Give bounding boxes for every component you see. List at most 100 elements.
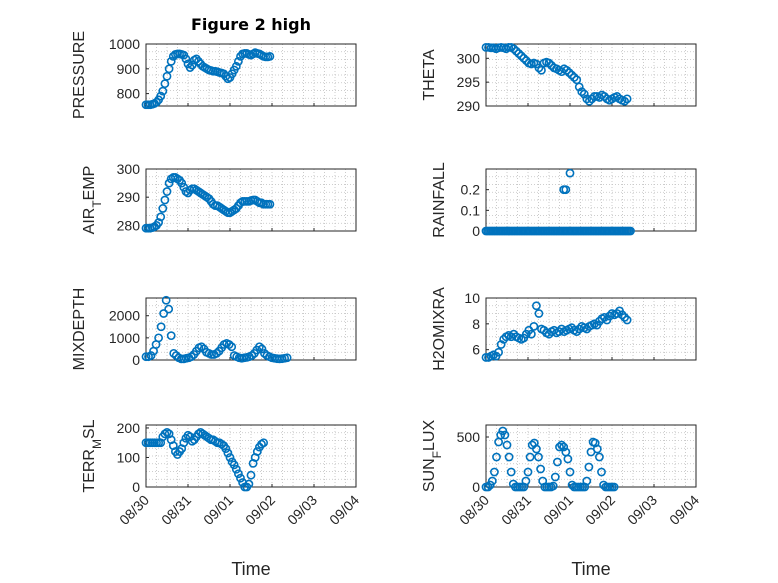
y-tick-label: 300: [457, 50, 481, 66]
data-point: [236, 473, 245, 483]
data-point: [500, 430, 510, 440]
data-point: [169, 348, 179, 358]
data-point: [177, 178, 187, 188]
data-point: [511, 46, 521, 56]
data-point: [526, 329, 536, 339]
data-point: [557, 440, 566, 450]
x-tick-label: 09/04: [666, 492, 702, 528]
y-tick-label: 290: [457, 98, 481, 114]
data-point: [257, 344, 267, 354]
y-tick-label: 0.2: [461, 182, 481, 198]
y-axis-label: PRESSURE: [71, 31, 88, 119]
y-tick-label: 8: [472, 316, 480, 332]
data-point: [160, 195, 170, 205]
data-point: [525, 452, 535, 462]
y-tick-label: 10: [464, 290, 480, 306]
y-axis-label: TERRMSL: [81, 419, 104, 492]
data-point: [187, 60, 197, 70]
data-point: [265, 52, 275, 61]
x-tick-label: 09/04: [326, 492, 362, 528]
x-tick-label: 09/03: [624, 492, 660, 528]
data-point: [582, 476, 592, 486]
x-tick-label: 09/03: [284, 492, 320, 528]
data-point: [247, 351, 257, 360]
data-point: [529, 322, 539, 331]
y-axis-label: AIRTEMP: [81, 166, 104, 235]
data-point: [544, 58, 554, 68]
data-point: [506, 467, 516, 477]
data-point: [158, 204, 168, 213]
y-tick-label: 300: [117, 161, 141, 177]
data-point: [186, 352, 196, 362]
data-point: [509, 44, 519, 54]
axes-frame: [145, 43, 357, 107]
data-point: [161, 295, 171, 305]
data-point: [534, 309, 544, 318]
y-tick-label: 100: [117, 449, 141, 465]
data-point: [179, 438, 189, 448]
data-point: [146, 351, 156, 360]
data-point: [265, 199, 275, 209]
x-axis-label: Time: [231, 559, 270, 579]
data-point: [622, 94, 632, 104]
data-point: [164, 304, 174, 314]
y-tick-label: 200: [117, 420, 141, 436]
data-point: [550, 472, 560, 482]
data-point: [514, 49, 524, 58]
subplot-rainfall: 0 0.1 0.2 RAINFALL: [431, 162, 697, 239]
subplot-h2omixra: 6 8 10 H2OMIXRA: [431, 287, 697, 371]
y-tick-label: 6: [472, 342, 480, 358]
data-point: [154, 218, 163, 227]
data-point: [553, 457, 562, 467]
y-axis-label: RAINFALL: [431, 162, 448, 238]
data-point: [162, 71, 172, 81]
data-point: [584, 96, 594, 106]
data-point: [197, 342, 206, 352]
data-point: [592, 444, 602, 454]
data-point: [152, 97, 161, 107]
y-tick-label: 0: [132, 479, 140, 495]
x-tick-label: 08/31: [498, 492, 534, 528]
subplot-theta: 290 295 300 THETA: [421, 42, 697, 114]
data-point: [489, 467, 499, 477]
axes-frame: [485, 297, 697, 361]
x-tick-label: 09/01: [540, 492, 576, 528]
subplot-terr-msl: 0 100 200 TERRMSL 08/30 08/31 09/01 09/02 09/03 0…: [81, 419, 362, 579]
data-point: [579, 89, 589, 99]
y-tick-label: 0: [472, 223, 480, 239]
data-point: [504, 452, 514, 462]
x-tick-label: 09/02: [242, 492, 278, 528]
data-point: [156, 212, 166, 222]
data-point: [536, 464, 545, 474]
data-point: [166, 56, 176, 66]
data-point: [212, 348, 221, 358]
data-point: [225, 453, 235, 462]
data-point: [494, 437, 503, 447]
data-point: [191, 54, 201, 64]
data-point: [564, 68, 574, 78]
x-tick-label: 09/02: [582, 492, 618, 528]
data-point: [563, 454, 573, 464]
data-point: [617, 310, 627, 320]
data-point: [574, 82, 584, 92]
y-tick-label: 800: [117, 86, 141, 102]
data-point: [487, 476, 497, 486]
y-tick-label: 0: [472, 479, 480, 495]
data-point: [523, 467, 533, 477]
data-point: [185, 63, 195, 72]
data-point: [229, 460, 239, 470]
y-axis-label: H2OMIXRA: [431, 287, 448, 371]
axes-frame: [145, 168, 357, 232]
data-point: [166, 331, 176, 341]
data-point: [548, 481, 558, 491]
data-point: [532, 444, 541, 454]
data-point: [516, 51, 526, 61]
data-point: [223, 448, 233, 458]
data-point: [164, 64, 174, 74]
axes-frame: [485, 43, 697, 107]
data-point: [562, 65, 572, 75]
data-point: [569, 72, 579, 82]
data-point: [612, 309, 622, 318]
data-point: [194, 56, 203, 66]
